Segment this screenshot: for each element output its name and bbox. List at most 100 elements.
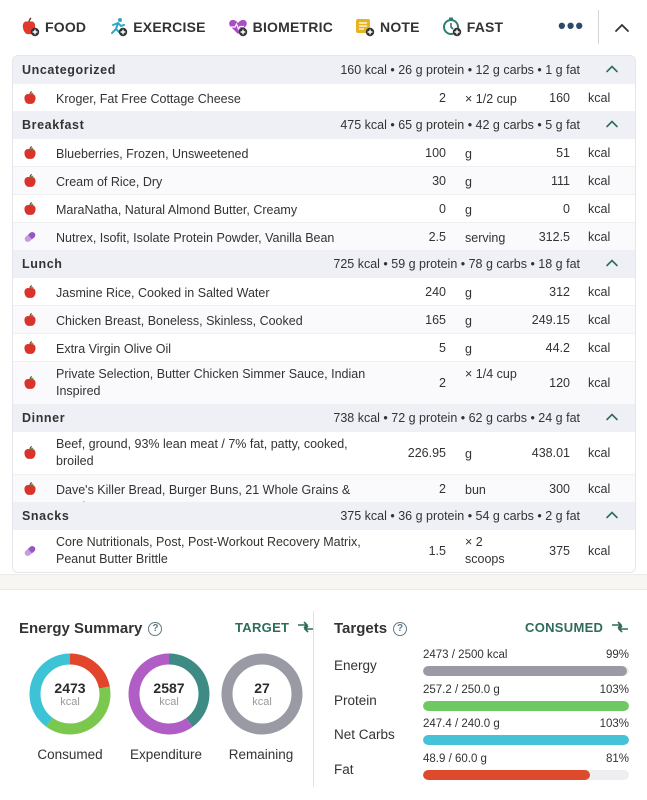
- food-quantity: 1.5: [428, 544, 446, 558]
- consumed-toggle-label: CONSUMED: [525, 620, 604, 635]
- target-value: 48.9 / 60.0 g: [423, 752, 487, 765]
- consumed-donut-ring: [29, 653, 111, 735]
- add-biometric-label: BIOMETRIC: [252, 19, 334, 35]
- food-kcal-label: kcal: [588, 146, 611, 160]
- meal-name: Dinner: [22, 410, 66, 425]
- target-name: Fat: [334, 761, 354, 777]
- donut-segment: [128, 653, 210, 735]
- food-kcal-value: 300: [549, 482, 570, 496]
- remaining-donut-ring: [221, 653, 303, 735]
- help-icon[interactable]: ?: [148, 622, 163, 636]
- food-row[interactable]: Extra Virgin Olive Oil 5 g 44.2 kcal: [13, 333, 635, 361]
- meal-name: Snacks: [22, 508, 70, 523]
- remaining-label: Remaining: [228, 747, 294, 762]
- food-unit: g: [465, 203, 472, 217]
- target-value: 2473 / 2500 kcal: [423, 649, 508, 661]
- add-note-button[interactable]: NOTE: [355, 17, 420, 37]
- target-value: 247.4 / 240.0 g: [423, 718, 500, 730]
- top-toolbar: FOOD EXERCISE BIOMETRIC NOTE FAST: [0, 0, 647, 54]
- expenditure-value: 2587: [153, 680, 185, 696]
- biometric-add-icon: [228, 17, 248, 37]
- meal-name: Uncategorized: [22, 62, 116, 77]
- target-toggle-button[interactable]: TARGET: [235, 620, 315, 635]
- consumed-toggle-button[interactable]: CONSUMED: [525, 620, 629, 635]
- food-quantity: 100: [425, 146, 446, 160]
- target-progress-fill: [423, 769, 590, 780]
- food-row[interactable]: Beef, ground, 93% lean meat / 7% fat, pa…: [13, 431, 635, 474]
- meal-header-dinner[interactable]: Dinner 738 kcal • 72 g protein • 62 g car…: [13, 404, 635, 431]
- target-row-fat: Fat 48.9 / 60.0 g 81%: [334, 753, 634, 783]
- food-row[interactable]: Chicken Breast, Boneless, Skinless, Cook…: [13, 305, 635, 333]
- food-diary: Uncategorized 160 kcal • 26 g protein • 1…: [12, 55, 636, 573]
- food-add-icon: [20, 17, 40, 37]
- food-row[interactable]: MaraNatha, Natural Almond Butter, Creamy…: [13, 194, 635, 222]
- food-name: Blueberries, Frozen, Unsweetened: [56, 147, 249, 161]
- apple-icon: [23, 376, 37, 390]
- add-fast-button[interactable]: FAST: [442, 17, 504, 37]
- chevron-up-icon[interactable]: [605, 62, 619, 76]
- food-name: Kroger, Fat Free Cottage Cheese: [56, 92, 241, 106]
- food-row[interactable]: Nutrex, Isofit, Isolate Protein Powder, …: [13, 222, 635, 250]
- food-kcal-label: kcal: [588, 446, 611, 460]
- food-row[interactable]: Private Selection, Butter Chicken Simmer…: [13, 361, 635, 404]
- chevron-up-icon[interactable]: [605, 508, 619, 522]
- target-row-net-carbs: Net Carbs 247.4 / 240.0 g 103%: [334, 718, 634, 748]
- food-unit: g: [465, 342, 472, 356]
- apple-icon: [23, 446, 37, 460]
- target-progress-bar: [423, 666, 629, 676]
- energy-summary-title: Energy Summary?: [19, 620, 163, 637]
- meal-header-uncategorized[interactable]: Uncategorized 160 kcal • 26 g protein • 1…: [13, 56, 635, 83]
- food-quantity: 2: [439, 376, 446, 390]
- donut-segment: [29, 653, 111, 735]
- target-value: 257.2 / 250.0 g: [423, 683, 500, 696]
- add-note-label: NOTE: [380, 19, 420, 35]
- apple-icon: [23, 313, 37, 327]
- apple-icon: [23, 174, 37, 188]
- target-name: Protein: [334, 692, 377, 708]
- food-kcal-value: 438.01: [531, 446, 570, 460]
- meal-summary: 725 kcal • 59 g protein • 78 g carbs • 1…: [333, 257, 580, 271]
- more-dots-icon[interactable]: •••: [558, 13, 585, 38]
- meal-summary: 160 kcal • 26 g protein • 12 g carbs • 1…: [340, 63, 580, 77]
- meal-header-lunch[interactable]: Lunch 725 kcal • 59 g protein • 78 g carb…: [13, 250, 635, 277]
- food-row[interactable]: Kroger, Fat Free Cottage Cheese 2 × 1/2 cu…: [13, 83, 635, 111]
- remaining-unit: kcal: [252, 696, 272, 708]
- food-row[interactable]: Cream of Rice, Dry 30 g 111 kcal: [13, 166, 635, 194]
- expenditure-unit: kcal: [159, 696, 179, 708]
- meal-header-breakfast[interactable]: Breakfast 475 kcal • 65 g protein • 42 g …: [13, 111, 635, 138]
- donut-segment: [29, 653, 111, 735]
- meal-header-snacks[interactable]: Snacks 375 kcal • 36 g protein • 54 g car…: [13, 502, 635, 529]
- food-unit: g: [465, 147, 472, 161]
- food-row[interactable]: Blueberries, Frozen, Unsweetened 100 g 51 kc…: [13, 138, 635, 166]
- add-food-button[interactable]: FOOD: [20, 17, 86, 37]
- add-exercise-button[interactable]: EXERCISE: [108, 17, 205, 37]
- food-kcal-value: 312: [549, 285, 570, 299]
- food-kcal-value: 44.2: [545, 341, 570, 355]
- chevron-up-icon[interactable]: [605, 117, 619, 131]
- food-name: Extra Virgin Olive Oil: [56, 342, 172, 356]
- food-quantity: 5: [439, 341, 446, 355]
- food-unit: × 1/4 cup: [465, 367, 517, 381]
- food-kcal-value: 312.5: [538, 230, 570, 244]
- apple-icon: [23, 341, 37, 355]
- food-row[interactable]: Jasmine Rice, Cooked in Salted Water 240 g…: [13, 277, 635, 305]
- exercise-add-icon: [108, 17, 128, 37]
- target-name: Energy: [334, 658, 377, 673]
- food-unit: × 2 scoops: [465, 535, 505, 566]
- donut-segment: [221, 653, 303, 735]
- food-name: Private Selection, Butter Chicken Simmer…: [56, 367, 366, 398]
- food-name: Chicken Breast, Boneless, Skinless, Cook…: [56, 314, 303, 328]
- section-separator: [0, 574, 647, 590]
- food-row[interactable]: Dave's Killer Bread, Burger Buns, 21 Who…: [13, 474, 635, 514]
- targets-title-text: Targets: [334, 620, 388, 637]
- food-unit: g: [465, 175, 472, 189]
- chevron-up-icon[interactable]: [605, 410, 619, 424]
- add-biometric-button[interactable]: BIOMETRIC: [228, 17, 333, 37]
- food-kcal-label: kcal: [588, 341, 611, 355]
- food-row[interactable]: Core Nutritionals, Post, Post-Workout Re…: [13, 529, 635, 572]
- chevron-up-icon[interactable]: [605, 256, 619, 270]
- apple-icon: [23, 285, 37, 299]
- chevron-up-icon[interactable]: [612, 18, 632, 38]
- food-name: Jasmine Rice, Cooked in Salted Water: [56, 286, 270, 300]
- help-icon[interactable]: ?: [393, 622, 408, 636]
